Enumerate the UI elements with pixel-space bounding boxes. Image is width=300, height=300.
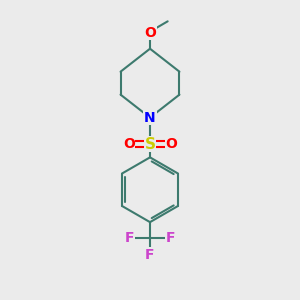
Text: F: F [124,231,134,245]
Text: F: F [145,248,155,262]
Text: O: O [144,26,156,40]
Text: F: F [166,231,175,245]
Text: O: O [165,137,177,151]
Text: N: N [144,111,156,124]
Text: O: O [123,137,135,151]
Text: S: S [145,136,155,152]
